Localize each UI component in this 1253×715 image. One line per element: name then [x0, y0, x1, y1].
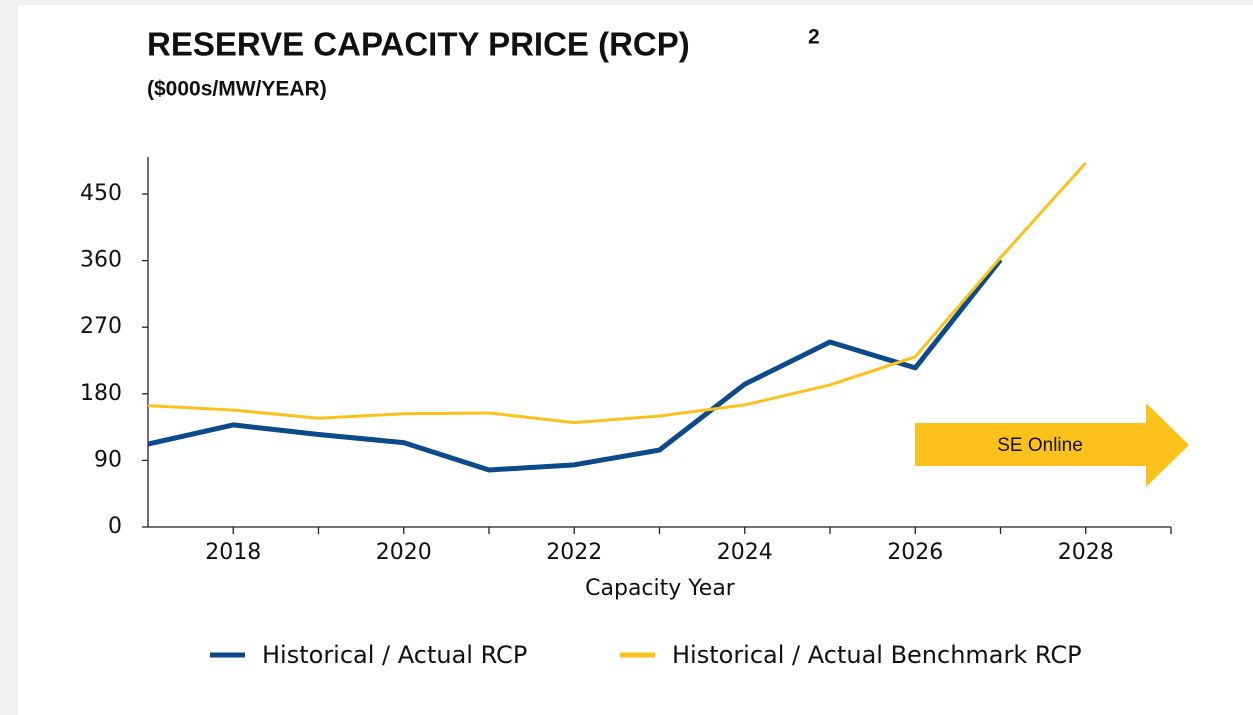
series-line	[147, 161, 1087, 425]
chart-subtitle: ($000s/MW/YEAR)	[147, 78, 327, 101]
x-tick-label: 2024	[717, 540, 773, 565]
annotation: SE Online	[997, 435, 1083, 456]
y-tick-label: 0	[108, 514, 122, 539]
x-tick-label: 2028	[1058, 540, 1114, 565]
y-tick-label: 450	[80, 181, 122, 206]
y-tick-label: 270	[80, 314, 122, 339]
annotation-arrow	[915, 403, 1189, 487]
series-line	[147, 258, 1003, 473]
x-tick-label: 2018	[205, 540, 261, 565]
x-tick-label: 2020	[376, 540, 432, 565]
legend-label: Historical / Actual RCP	[262, 641, 527, 669]
title-note: 2	[808, 26, 820, 49]
legend-label: Historical / Actual Benchmark RCP	[672, 641, 1082, 669]
y-tick-label: 90	[94, 447, 122, 472]
y-tick-label: 360	[80, 248, 122, 273]
chart-title: RESERVE CAPACITY PRICE (RCP)	[147, 26, 690, 63]
y-tick-label: 180	[80, 381, 122, 406]
panel	[18, 5, 1253, 715]
x-axis-label: Capacity Year	[585, 576, 736, 601]
x-tick-label: 2022	[546, 540, 602, 565]
x-tick-label: 2026	[887, 540, 943, 565]
